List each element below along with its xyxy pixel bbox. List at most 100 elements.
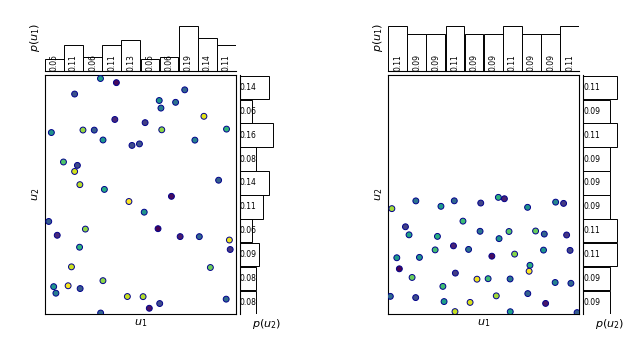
Text: 0.09: 0.09 [489,54,498,71]
Point [385,294,396,299]
Point [449,243,459,248]
Bar [465,34,483,71]
Point [89,127,99,133]
Point [44,219,54,224]
Point [550,199,561,205]
Text: 0.11: 0.11 [451,54,460,71]
Point [127,143,137,148]
Bar [583,147,611,171]
Text: 0.11: 0.11 [583,130,600,140]
Point [157,127,167,132]
Point [494,236,504,241]
Point [98,137,108,143]
Point [72,163,83,168]
Y-axis label: $u_2$: $u_2$ [374,188,385,201]
Text: 0.11: 0.11 [583,226,600,235]
Bar [239,147,257,171]
Bar [583,291,611,314]
Text: 0.09: 0.09 [527,54,536,71]
Point [75,286,85,291]
Point [78,127,88,133]
Point [190,138,200,143]
Point [58,159,68,165]
Point [122,294,132,299]
Point [144,306,154,311]
Text: 0.11: 0.11 [508,54,517,71]
Text: 0.05: 0.05 [145,54,154,71]
Point [95,76,106,81]
Text: 0.11: 0.11 [108,54,116,71]
Text: 0.09: 0.09 [583,178,600,187]
Point [475,228,485,234]
Point [493,195,504,200]
Point [166,194,177,199]
X-axis label: $u_1$: $u_1$ [477,317,490,329]
Bar [583,123,616,147]
Point [214,177,224,183]
Text: 0.08: 0.08 [240,298,257,307]
Point [566,281,576,286]
Point [410,295,420,300]
Text: 0.09: 0.09 [583,298,600,307]
Point [504,229,514,234]
Point [124,199,134,204]
Point [67,264,77,270]
X-axis label: $p(u_2)$: $p(u_2)$ [252,317,281,331]
Text: 0.09: 0.09 [431,54,440,71]
Bar [583,195,611,218]
Point [52,233,62,238]
Point [387,206,397,211]
Text: 0.11: 0.11 [222,54,231,71]
Point [509,251,520,257]
Point [522,204,532,210]
Y-axis label: $p(u_1)$: $p(u_1)$ [371,23,385,52]
Text: 0.09: 0.09 [583,274,600,283]
Bar [239,123,273,147]
Bar [239,171,269,195]
Text: 0.14: 0.14 [240,83,257,92]
Point [465,300,476,305]
Point [154,98,164,103]
Bar [583,267,611,290]
Point [134,141,145,147]
Text: 0.06: 0.06 [240,226,257,235]
Point [140,120,150,125]
Bar [217,45,236,71]
Y-axis label: $u_2$: $u_2$ [30,188,42,201]
Text: 0.11: 0.11 [240,202,257,211]
Bar [160,56,179,71]
Text: 0.09: 0.09 [583,202,600,211]
Point [436,203,446,209]
Text: 0.08: 0.08 [240,154,257,164]
Point [99,187,109,192]
Point [525,263,535,268]
Point [439,299,449,304]
Point [541,301,551,306]
Point [80,226,90,232]
Point [138,294,148,299]
Point [224,237,234,243]
Bar [408,34,426,71]
Point [70,169,80,174]
Point [449,198,460,203]
Point [109,117,120,122]
Point [392,255,402,261]
Point [194,234,204,239]
Bar [239,267,257,290]
Point [487,254,497,259]
Text: 0.08: 0.08 [240,274,257,283]
X-axis label: $u_1$: $u_1$ [134,317,147,329]
Point [451,270,461,276]
Point [538,247,548,253]
Point [463,247,474,252]
Bar [503,26,522,71]
Text: 0.09: 0.09 [583,154,600,164]
Bar [239,99,252,123]
Point [155,301,165,306]
Point [505,309,515,314]
Point [565,248,575,253]
Point [98,278,108,283]
Bar [83,56,102,71]
Text: 0.11: 0.11 [583,83,600,92]
Point [505,276,515,282]
